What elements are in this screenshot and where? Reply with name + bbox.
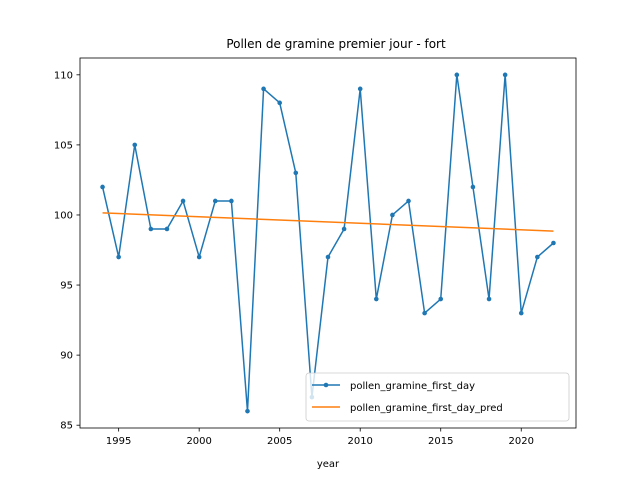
data-point [116,254,121,260]
data-point [454,72,460,78]
data-point [406,198,411,204]
y-tick-label: 110 [54,70,73,81]
y-tick-label: 100 [54,210,73,221]
y-tick-label: 85 [60,421,73,432]
x-tick-label: 2020 [509,436,534,447]
data-point [357,86,363,92]
data-point [212,198,218,204]
data-point [374,296,379,302]
data-point [438,296,444,302]
data-point [132,142,138,148]
data-point [293,170,299,176]
series-line-1 [102,212,554,232]
data-point [277,100,282,106]
legend-box [305,372,570,422]
data-point [196,254,202,260]
data-point [164,226,170,232]
data-point [470,184,476,190]
y-tick-label: 90 [60,351,73,362]
data-point [535,254,540,260]
data-point [229,198,234,204]
data-point [261,86,266,92]
x-tick-label: 2005 [267,436,292,447]
data-point [390,212,395,218]
data-point [148,226,154,232]
legend: pollen_gramine_first_day pollen_gramine_… [305,372,570,422]
y-tick-label: 105 [54,140,73,151]
plot-area [100,72,556,414]
data-point [551,240,556,246]
legend-label-predicted: pollen_gramine_first_day_pred [350,403,503,414]
chart-title: Pollen de gramine premier jour - fort [226,37,446,51]
data-point [100,184,105,190]
data-point [518,310,524,316]
x-tick-label: 2010 [347,436,372,447]
data-point [341,226,347,232]
x-tick-label: 1995 [106,436,131,447]
x-axis-label: year [317,459,340,470]
x-tick-label: 2000 [186,436,211,447]
data-point [180,198,186,204]
legend-label-observed: pollen_gramine_first_day [350,381,475,392]
y-tick-label: 95 [60,281,73,292]
x-tick-label: 2015 [428,436,453,447]
x-axis: 1995 2000 2005 2010 2015 2020 [106,428,534,447]
data-point [325,254,331,260]
y-axis: 85 90 95 100 105 110 [54,70,80,432]
data-point [245,408,250,414]
data-point [502,72,508,78]
data-point [422,310,427,316]
legend-marker-observed [323,382,329,388]
axes-frame [79,57,577,429]
data-point [486,296,492,302]
